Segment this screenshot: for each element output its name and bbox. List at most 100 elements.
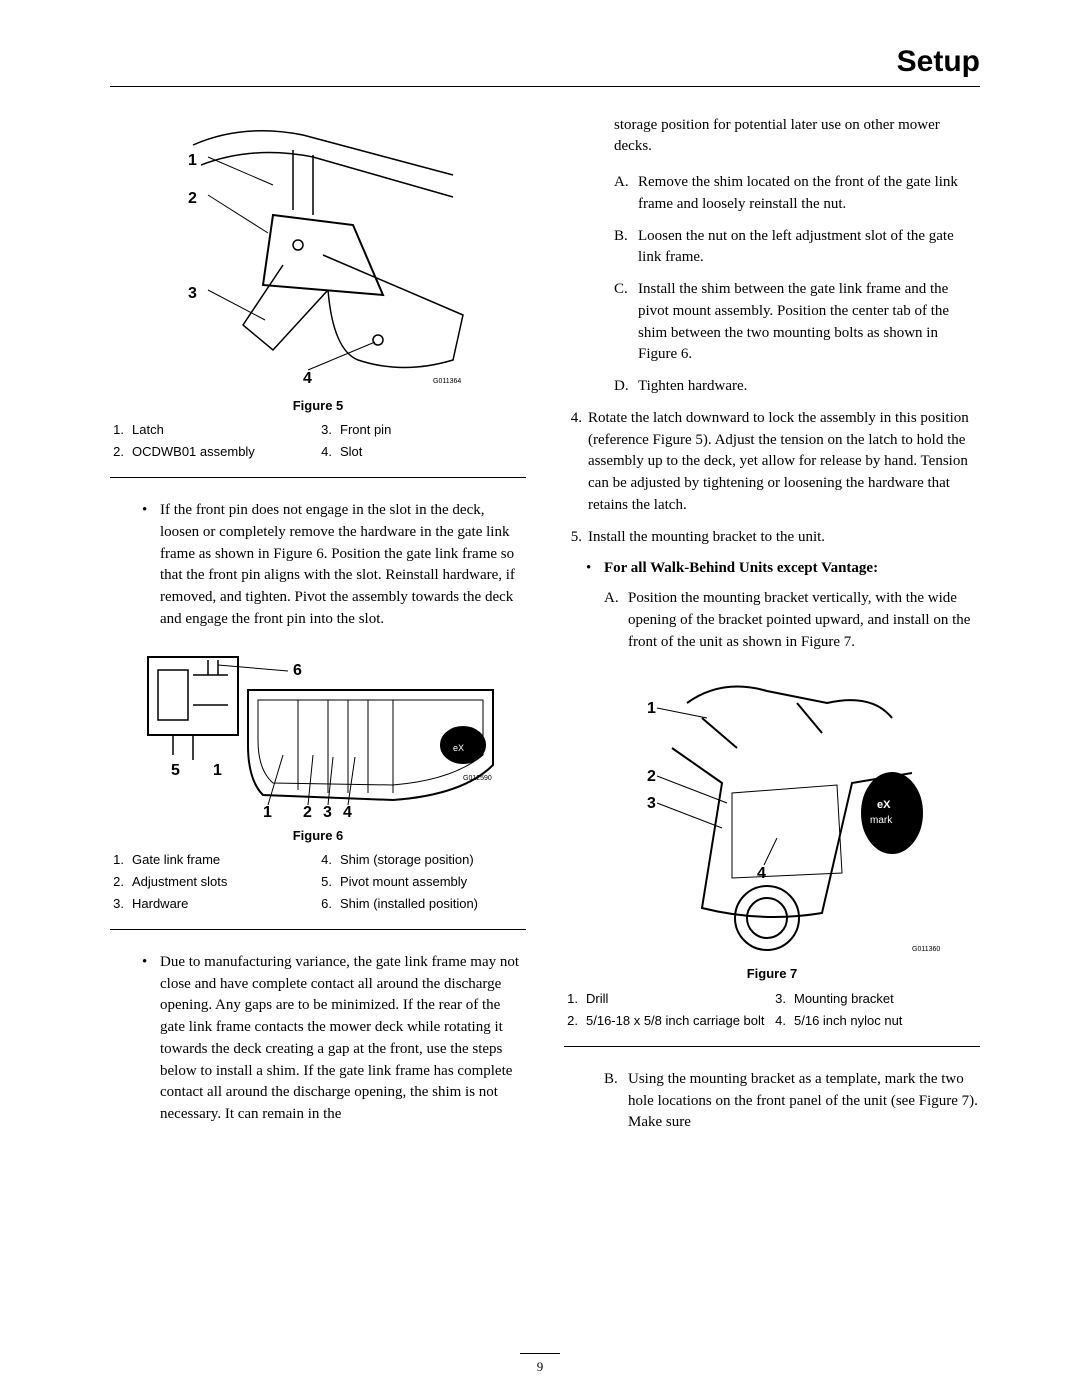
callout-4: 4 xyxy=(757,865,766,882)
bullet-icon: • xyxy=(142,500,160,631)
right-column: storage position for potential later use… xyxy=(564,115,980,1145)
key-label: Pivot mount assembly xyxy=(340,873,526,892)
key-label: Latch xyxy=(132,421,318,440)
figure-7: eX mark 1 2 3 4 G011360 Figure 7 xyxy=(564,663,980,984)
key-num: 4. xyxy=(318,851,340,870)
callout-3: 3 xyxy=(188,285,197,302)
bullet-text: Due to manufacturing variance, the gate … xyxy=(160,952,526,1126)
key-num: 6. xyxy=(318,895,340,914)
step-number: 4. xyxy=(564,408,588,517)
callout-5: 5 xyxy=(171,762,180,779)
step-text: Install the mounting bracket to the unit… xyxy=(588,527,980,549)
callout-4b: 4 xyxy=(343,804,352,821)
substep-text: Tighten hardware. xyxy=(638,376,980,398)
bullet-icon: • xyxy=(586,558,604,580)
substep-letter: A. xyxy=(604,588,628,653)
figure-6-key: 1.Gate link frame 2.Adjustment slots 3.H… xyxy=(110,851,526,917)
substep-text: Loosen the nut on the left adjustment sl… xyxy=(638,226,980,270)
figure-5-key: 1.Latch 2.OCDWB01 assembly 3.Front pin 4… xyxy=(110,421,526,465)
key-label: OCDWB01 assembly xyxy=(132,443,318,462)
key-num: 1. xyxy=(110,851,132,870)
key-num: 5. xyxy=(318,873,340,892)
callout-3: 3 xyxy=(647,795,656,812)
substep-text: Position the mounting bracket vertically… xyxy=(628,588,980,653)
continuation-text: storage position for potential later use… xyxy=(614,115,980,159)
key-label: Slot xyxy=(340,443,526,462)
step-5: 5. Install the mounting bracket to the u… xyxy=(564,527,980,549)
key-label: Front pin xyxy=(340,421,526,440)
callout-1: 1 xyxy=(647,700,656,717)
callout-1b: 1 xyxy=(213,762,222,779)
figure-6: eX 6 5 1 1 2 3 4 xyxy=(110,645,526,846)
figure-6-caption: Figure 6 xyxy=(110,827,526,846)
svg-text:mark: mark xyxy=(870,815,893,826)
substep-a: A. Remove the shim located on the front … xyxy=(614,172,980,216)
page-number: 9 xyxy=(520,1353,560,1377)
two-column-layout: 1 2 3 4 G011364 Figure 5 1.Latch 2.OCDWB… xyxy=(110,115,980,1145)
figure-5: 1 2 3 4 G011364 Figure 5 xyxy=(110,115,526,416)
key-num: 2. xyxy=(564,1012,586,1031)
callout-3b: 3 xyxy=(323,804,332,821)
figure-5-image: 1 2 3 4 G011364 xyxy=(110,115,526,395)
substep-text: Remove the shim located on the front of … xyxy=(638,172,980,216)
bullet-icon: • xyxy=(142,952,160,1126)
substep-text: Install the shim between the gate link f… xyxy=(638,279,980,366)
key-label: Hardware xyxy=(132,895,318,914)
callout-2b: 2 xyxy=(303,804,312,821)
key-label: Gate link frame xyxy=(132,851,318,870)
substep-d: D. Tighten hardware. xyxy=(614,376,980,398)
key-num: 2. xyxy=(110,873,132,892)
figure-5-id: G011364 xyxy=(433,378,461,385)
substep-letter: D. xyxy=(614,376,638,398)
step-text: Rotate the latch downward to lock the as… xyxy=(588,408,980,517)
key-label: Adjustment slots xyxy=(132,873,318,892)
figure-6-image: eX 6 5 1 1 2 3 4 xyxy=(110,645,526,825)
svg-text:eX: eX xyxy=(877,799,891,811)
callout-1c: 1 xyxy=(263,804,272,821)
callout-2: 2 xyxy=(188,190,197,207)
step-5-a: A. Position the mounting bracket vertica… xyxy=(604,588,980,653)
key-label: Mounting bracket xyxy=(794,990,980,1009)
key-num: 1. xyxy=(110,421,132,440)
key-label: Drill xyxy=(586,990,772,1009)
page-header: Setup xyxy=(110,40,980,87)
key-num: 3. xyxy=(772,990,794,1009)
key-label: Shim (installed position) xyxy=(340,895,526,914)
bullet-paragraph: • If the front pin does not engage in th… xyxy=(142,500,526,631)
figure-7-key: 1.Drill 2.5/16-18 x 5/8 inch carriage bo… xyxy=(564,990,980,1034)
key-label: 5/16-18 x 5/8 inch carriage bolt xyxy=(586,1012,772,1031)
step-5-b: B. Using the mounting bracket as a templ… xyxy=(604,1069,980,1134)
step-5-bullet: • For all Walk-Behind Units except Vanta… xyxy=(586,558,980,580)
key-num: 3. xyxy=(110,895,132,914)
figure-7-image: eX mark 1 2 3 4 G011360 xyxy=(564,663,980,963)
svg-text:eX: eX xyxy=(453,743,464,753)
step-4: 4. Rotate the latch downward to lock the… xyxy=(564,408,980,517)
substep-b: B. Loosen the nut on the left adjustment… xyxy=(614,226,980,270)
substep-text: Using the mounting bracket as a template… xyxy=(628,1069,980,1134)
key-num: 4. xyxy=(318,443,340,462)
key-num: 3. xyxy=(318,421,340,440)
callout-4: 4 xyxy=(303,370,312,387)
bullet-paragraph: • Due to manufacturing variance, the gat… xyxy=(142,952,526,1126)
callout-6: 6 xyxy=(293,662,302,679)
callout-1: 1 xyxy=(188,152,197,169)
figure-7-caption: Figure 7 xyxy=(564,965,980,984)
step-number: 5. xyxy=(564,527,588,549)
callout-2: 2 xyxy=(647,768,656,785)
divider xyxy=(110,477,526,478)
bullet-text: If the front pin does not engage in the … xyxy=(160,500,526,631)
substep-letter: C. xyxy=(614,279,638,366)
key-num: 1. xyxy=(564,990,586,1009)
key-label: 5/16 inch nyloc nut xyxy=(794,1012,980,1031)
key-num: 2. xyxy=(110,443,132,462)
substep-letter: A. xyxy=(614,172,638,216)
bullet-bold-text: For all Walk-Behind Units except Vantage… xyxy=(604,558,980,580)
figure-5-caption: Figure 5 xyxy=(110,397,526,416)
figure-6-id: G012590 xyxy=(463,775,492,782)
substep-letter: B. xyxy=(614,226,638,270)
divider xyxy=(110,929,526,930)
divider xyxy=(564,1046,980,1047)
figure-7-id: G011360 xyxy=(912,946,940,953)
key-label: Shim (storage position) xyxy=(340,851,526,870)
left-column: 1 2 3 4 G011364 Figure 5 1.Latch 2.OCDWB… xyxy=(110,115,526,1145)
